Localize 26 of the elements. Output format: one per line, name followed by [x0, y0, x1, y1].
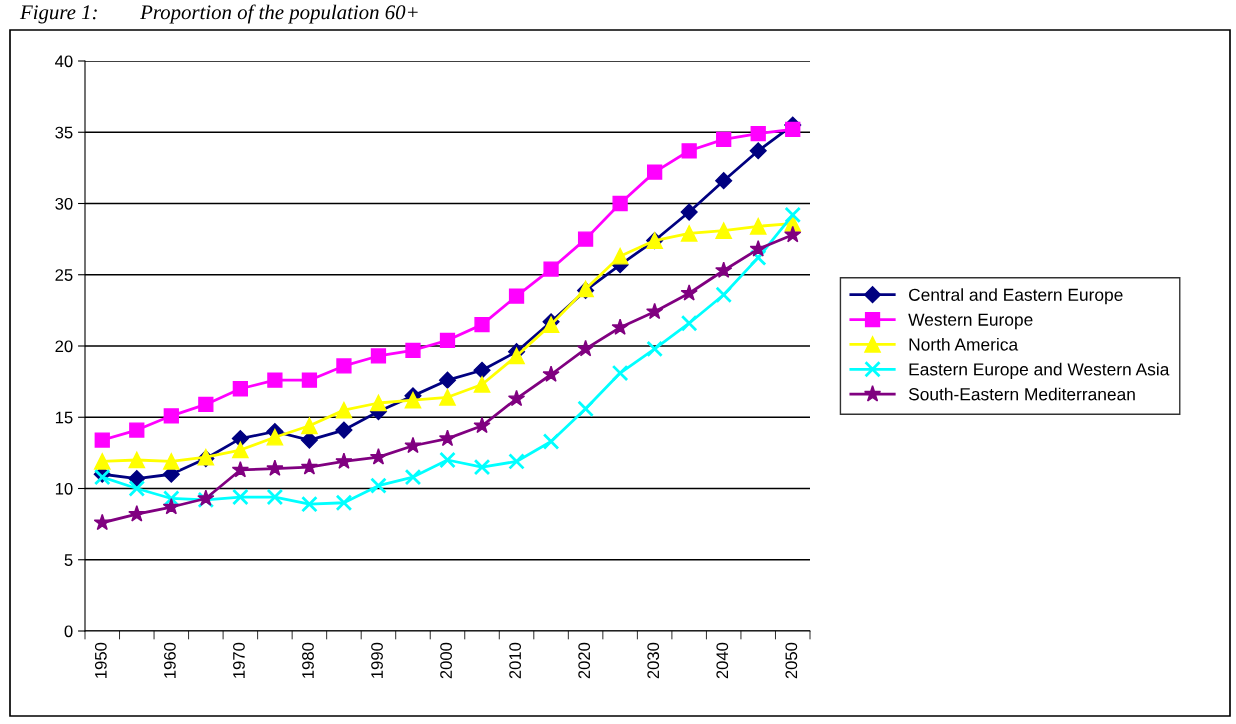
x-tick-label: 1980: [302, 642, 314, 678]
x-tick-label: 1950: [94, 642, 107, 678]
legend-label: Western Europe: [908, 313, 1033, 330]
y-tick-label: 0: [64, 625, 73, 638]
x-tick-label: 2020: [578, 642, 591, 679]
x-tick-label: 2030: [647, 642, 660, 679]
chart-title: Figure 1: Proportion of the population 60+: [19, 4, 418, 24]
x-tick-label: 1960: [163, 642, 176, 678]
y-tick-label: 40: [55, 55, 73, 68]
x-tick-label: 1970: [233, 642, 245, 678]
y-tick-label: 30: [55, 197, 73, 210]
x-tick-label: 1990: [371, 642, 383, 678]
y-tick-label: 20: [55, 340, 73, 353]
y-tick-label: 15: [55, 411, 73, 424]
x-tick-label: 2050: [785, 642, 798, 679]
legend-label: South-Eastern Mediterranean: [908, 387, 1135, 401]
legend-label: North America: [909, 337, 1019, 351]
y-tick-label: 25: [55, 269, 73, 281]
x-tick-label: 2010: [509, 642, 522, 679]
y-tick-label: 10: [55, 482, 73, 495]
legend-label: Central and Eastern Europe: [909, 288, 1123, 305]
legend-label: Eastern Europe and Western Asia: [909, 362, 1170, 379]
x-tick-label: 2040: [716, 642, 729, 679]
x-tick-label: 2000: [440, 642, 452, 679]
y-tick-label: 5: [64, 554, 73, 566]
y-tick-label: 35: [55, 126, 73, 139]
